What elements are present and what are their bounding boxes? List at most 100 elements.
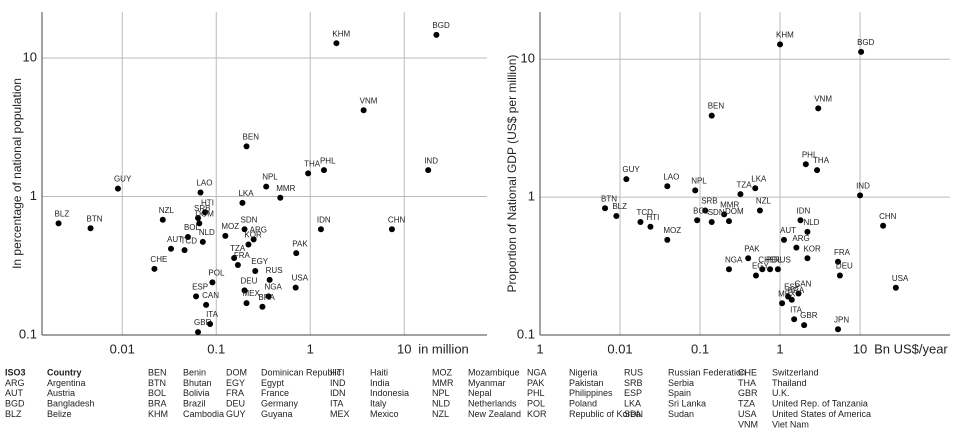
point: [880, 222, 887, 229]
point: [239, 199, 246, 206]
legend-name: Sudan: [668, 409, 694, 419]
point: [664, 183, 671, 190]
point: [277, 194, 284, 201]
legend-code: LKA: [624, 399, 641, 409]
point: [721, 211, 728, 218]
point: [725, 266, 732, 273]
legend-name: Thailand: [772, 378, 807, 388]
point-label: POL: [208, 268, 225, 277]
point-label: ARG: [250, 226, 267, 235]
point-label: BRA: [258, 293, 275, 302]
point-label: TCD: [636, 208, 653, 217]
legend-code: GUY: [226, 409, 246, 419]
point-label: SDN: [708, 208, 725, 217]
point-label: BTN: [601, 194, 617, 203]
point-label: BLZ: [612, 202, 627, 211]
point-label: ITA: [790, 305, 803, 314]
point-label: ITA: [206, 310, 219, 319]
legend-name: Pakistan: [569, 378, 604, 388]
legend-name: Cambodia: [183, 409, 224, 419]
point: [195, 214, 202, 221]
legend-code: KHM: [148, 409, 168, 419]
point: [692, 187, 699, 194]
y-tick-label: 0.1: [517, 326, 535, 341]
point-label: THA: [304, 159, 321, 168]
legend-name: Philippines: [569, 388, 613, 398]
point: [774, 266, 781, 273]
point: [647, 223, 654, 230]
point-label: JPN: [834, 315, 849, 324]
legend-name: United States of America: [772, 409, 871, 419]
point: [602, 205, 609, 212]
point-label: TZA: [230, 244, 246, 253]
point: [203, 301, 210, 308]
legend-code: EGY: [226, 378, 245, 388]
y-tick-label: 1: [30, 188, 37, 203]
point: [802, 161, 809, 168]
point-label: IND: [424, 156, 438, 165]
point-label: MMR: [720, 200, 739, 209]
point-label: CAN: [202, 291, 219, 300]
legend-name: Belize: [47, 409, 72, 419]
legend-code: POL: [527, 399, 545, 409]
legend-header: Country: [47, 367, 82, 377]
point-label: AUT: [167, 235, 183, 244]
point-label: PHL: [320, 156, 336, 165]
point: [814, 167, 821, 174]
point: [835, 258, 842, 265]
point-label: BGD: [857, 38, 875, 47]
point: [780, 236, 787, 243]
point-label: IDN: [796, 206, 810, 215]
legend-code: RUS: [624, 367, 643, 377]
legend-name: Dominican Republic: [261, 367, 342, 377]
point: [708, 218, 715, 225]
legend-code: MOZ: [432, 367, 452, 377]
point: [797, 217, 804, 224]
x-tick-label: 10: [853, 341, 867, 356]
point: [197, 189, 204, 196]
point-label: KOR: [244, 231, 262, 240]
legend-code: VNM: [738, 419, 758, 429]
point-label: SDN: [241, 215, 258, 224]
point-label: NPL: [262, 173, 278, 182]
legend-code: PHL: [527, 388, 545, 398]
point-label: BEN: [708, 102, 725, 111]
point: [836, 272, 843, 279]
legend-code: BGD: [5, 399, 25, 409]
legend-code: NGA: [527, 367, 547, 377]
point-label: NLD: [803, 218, 819, 227]
point: [167, 245, 174, 252]
point-label: BOL: [693, 206, 710, 215]
point-label: BLZ: [55, 209, 70, 218]
point: [333, 40, 340, 47]
legend-name: Argentina: [47, 378, 86, 388]
point: [231, 254, 238, 261]
legend-code: PAK: [527, 378, 544, 388]
legend-name: Austria: [47, 388, 75, 398]
y-tick-label: 10: [521, 51, 535, 66]
legend-code: GBR: [738, 388, 758, 398]
legend-name: Netherlands: [468, 399, 517, 409]
legend-name: New Zealand: [468, 409, 521, 419]
legend-name: Haiti: [370, 367, 388, 377]
point-label: DOM: [195, 209, 214, 218]
point: [702, 207, 709, 214]
x-tick-label: 0.01: [607, 341, 632, 356]
point-label: KHM: [332, 29, 350, 38]
legend-name: U.K.: [772, 388, 790, 398]
legend-name: Nepal: [468, 388, 492, 398]
legend-name: Switzerland: [772, 367, 819, 377]
point: [259, 303, 266, 310]
x-axis-label: in million: [418, 341, 469, 356]
point: [857, 192, 864, 199]
point-label: DEU: [241, 276, 258, 285]
point-label: LKA: [238, 189, 254, 198]
point-label: USA: [892, 274, 909, 283]
point: [241, 287, 248, 294]
point-label: DOM: [725, 207, 744, 216]
legend-code: ARG: [5, 378, 25, 388]
point-label: BGD: [432, 21, 450, 30]
point-label: MMR: [276, 184, 295, 193]
point: [202, 209, 209, 216]
point-label: TCD: [181, 236, 198, 245]
